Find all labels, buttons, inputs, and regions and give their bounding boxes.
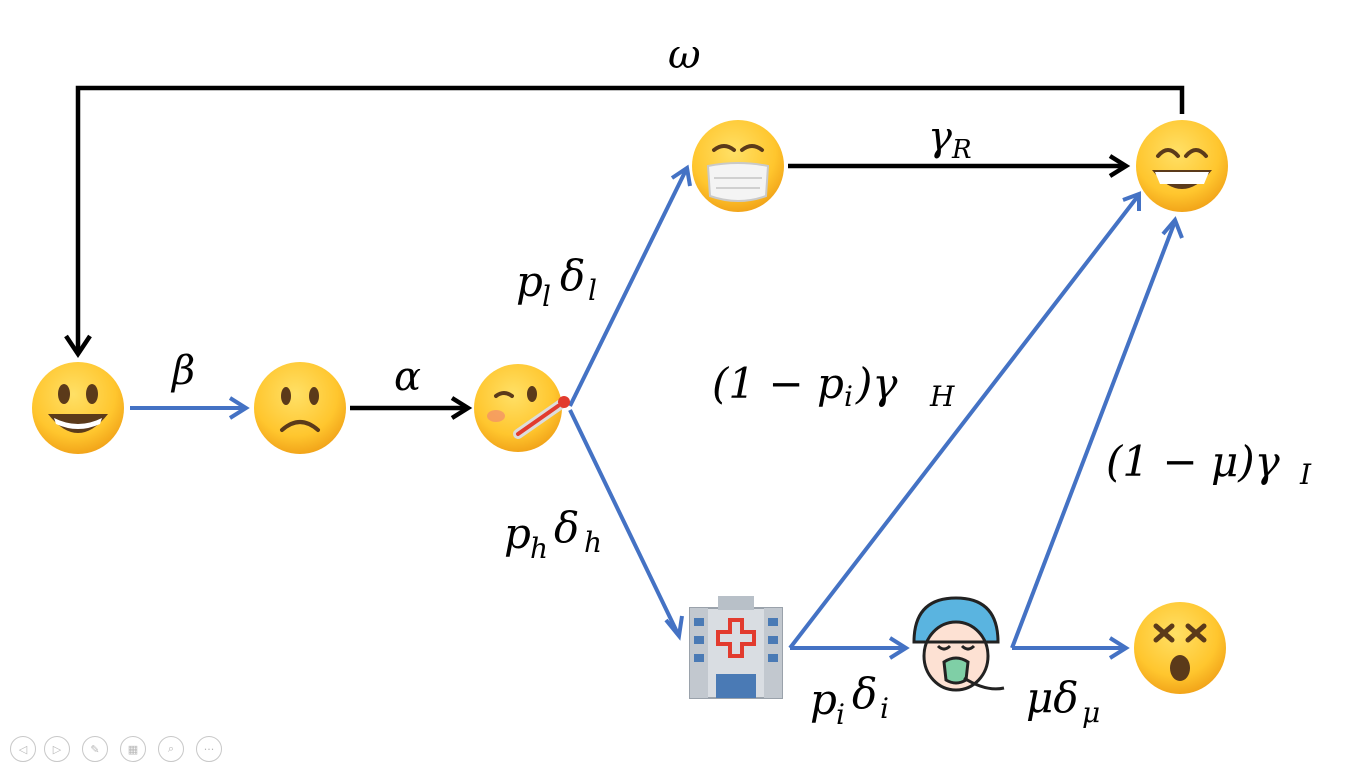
svg-text:γ: γ — [928, 114, 952, 160]
mild-mask-icon — [692, 120, 784, 212]
infected-thermometer-icon — [474, 364, 570, 452]
hospital-icon — [689, 596, 783, 699]
hospital-recovery-label: (1 − p i )γ H — [712, 359, 955, 413]
svg-text:(1 − p: (1 − p — [712, 359, 844, 408]
pl-delta-arrow — [568, 169, 688, 407]
icu-recovery-label: (1 − μ)γ I — [1106, 437, 1312, 491]
icu-patient-icon — [912, 596, 1005, 692]
svg-text:δ: δ — [554, 503, 579, 552]
exposed-frown-icon — [254, 362, 346, 454]
recovered-grin-icon — [1136, 120, 1228, 212]
ph-delta-label: p h δ h — [504, 503, 602, 565]
omega-loop-arrow — [75, 85, 1185, 352]
svg-text:(1 − μ)γ: (1 − μ)γ — [1106, 437, 1281, 486]
pi-delta-label: p i δ i — [810, 669, 889, 731]
prev-icon: ◁ — [18, 742, 28, 756]
next-icon: ▷ — [52, 742, 62, 756]
icu-recovery-arrow — [1010, 223, 1176, 649]
svg-text:μδ: μδ — [1026, 673, 1079, 722]
prev-slide-button[interactable]: ◁ — [10, 736, 36, 762]
svg-text:δ: δ — [852, 669, 877, 718]
omega-label: ω — [668, 32, 701, 78]
ph-delta-arrow — [568, 409, 680, 635]
pl-delta-label: p l δ l — [516, 251, 597, 313]
more-icon: ··· — [203, 742, 215, 756]
next-slide-button[interactable]: ▷ — [44, 736, 70, 762]
zoom-icon: ⌕ — [167, 742, 175, 755]
svg-text:h: h — [584, 526, 602, 559]
svg-text:R: R — [951, 135, 972, 165]
gamma-r-label: γ R — [928, 114, 972, 165]
see-all-slides-button[interactable]: ▦ — [120, 736, 146, 762]
svg-text:i: i — [880, 692, 889, 725]
pen-button[interactable]: ✎ — [82, 736, 108, 762]
dead-dizzy-icon — [1134, 602, 1226, 694]
svg-text:i: i — [836, 698, 845, 731]
zoom-button[interactable]: ⌕ — [158, 736, 184, 762]
beta-label: β — [170, 348, 195, 394]
svg-text:l: l — [588, 274, 597, 307]
svg-text:μ: μ — [1082, 696, 1100, 729]
svg-text:p: p — [516, 257, 543, 306]
svg-text:l: l — [542, 280, 551, 313]
alpha-label: α — [394, 354, 421, 400]
svg-text:h: h — [530, 532, 548, 565]
hospital-recovery-arrow — [788, 194, 1140, 650]
pen-icon: ✎ — [90, 742, 100, 756]
svg-text:I: I — [1299, 458, 1312, 491]
more-options-button[interactable]: ··· — [196, 736, 222, 762]
svg-text:)γ: )γ — [855, 359, 898, 408]
svg-text:p: p — [810, 675, 837, 724]
svg-text:δ: δ — [560, 251, 585, 300]
mu-delta-label: μδ μ — [1026, 673, 1100, 729]
svg-text:H: H — [929, 380, 955, 413]
svg-text:p: p — [504, 509, 531, 558]
slides-icon: ▦ — [127, 742, 139, 756]
susceptible-smiley-icon — [32, 362, 124, 454]
svg-text:i: i — [844, 380, 853, 413]
